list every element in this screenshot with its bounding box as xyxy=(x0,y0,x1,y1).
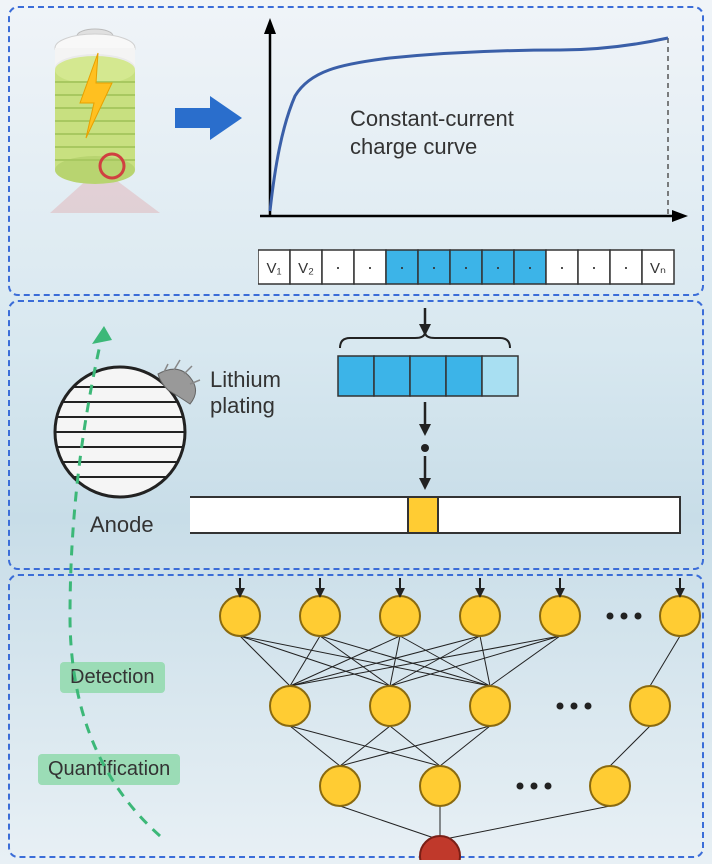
panel-3: Detection Quantification xyxy=(8,574,704,858)
svg-text:·: · xyxy=(367,257,373,277)
charge-curve-chart: Constant-current charge curve xyxy=(250,16,690,246)
svg-text:·: · xyxy=(399,257,405,277)
svg-text:Vₙ: Vₙ xyxy=(650,260,666,277)
svg-text:·: · xyxy=(527,257,533,277)
svg-text:·: · xyxy=(463,257,469,277)
svg-text:V₂: V₂ xyxy=(298,260,314,277)
svg-text:·: · xyxy=(559,257,565,277)
chart-title-line1: Constant-current xyxy=(350,106,514,131)
panel-1: Constant-current charge curve V₁ V₂ · · · · · ·… xyxy=(8,6,704,296)
svg-text:·: · xyxy=(335,257,341,277)
battery-icon xyxy=(30,18,180,218)
svg-text:·: · xyxy=(495,257,501,277)
svg-text:·: · xyxy=(591,257,597,277)
svg-text:·: · xyxy=(431,257,437,277)
chart-title-line2: charge curve xyxy=(350,134,477,159)
svg-text:V₁: V₁ xyxy=(266,260,281,277)
svg-text:·: · xyxy=(623,257,629,277)
segment-flow xyxy=(190,302,700,572)
voltage-row: V₁ V₂ · · · · · · · · · · Vₙ xyxy=(258,248,688,288)
flow-arrow-icon xyxy=(170,88,250,148)
neural-network xyxy=(10,576,706,860)
